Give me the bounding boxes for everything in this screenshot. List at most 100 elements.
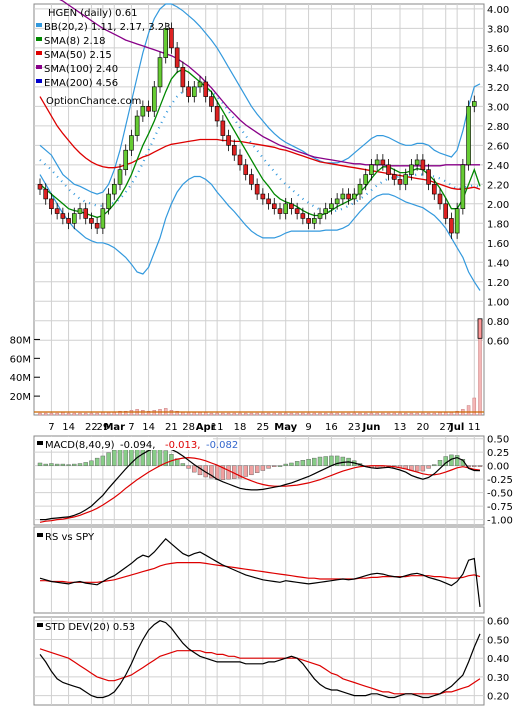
candle bbox=[209, 96, 214, 107]
date-label: 7 bbox=[128, 422, 134, 433]
candle bbox=[146, 106, 151, 112]
candle bbox=[346, 193, 351, 200]
volume-bar bbox=[278, 412, 282, 416]
volume-bar bbox=[118, 410, 122, 416]
macd-histogram-bar bbox=[340, 456, 346, 466]
volume-bar bbox=[221, 412, 225, 416]
price-tick-label: 2.00 bbox=[487, 200, 509, 211]
candle bbox=[134, 115, 140, 136]
date-label: 14 bbox=[142, 422, 155, 433]
macd-value: -0.094, bbox=[120, 440, 155, 451]
price-tick-label: 3.20 bbox=[487, 83, 509, 94]
macd-histogram-bar bbox=[477, 465, 483, 467]
volume-bar bbox=[249, 412, 254, 416]
candle bbox=[397, 179, 403, 185]
volume-bar bbox=[323, 412, 328, 416]
volume-bar bbox=[301, 412, 305, 416]
macd-histogram-bar bbox=[180, 463, 186, 466]
candle bbox=[249, 174, 254, 185]
volume-bar bbox=[478, 334, 482, 416]
volume-bar bbox=[152, 410, 157, 416]
price-tick-label: 1.20 bbox=[487, 278, 509, 289]
macd-line bbox=[40, 446, 481, 521]
macd-histogram-bar bbox=[323, 456, 328, 466]
volume-bar bbox=[472, 397, 477, 416]
candle bbox=[351, 193, 357, 200]
date-label: 11 bbox=[211, 422, 224, 433]
macd-histogram-bar bbox=[94, 457, 100, 466]
macd-histogram-bar bbox=[157, 447, 163, 466]
candle bbox=[386, 164, 391, 175]
volume-bar bbox=[169, 410, 174, 416]
volume-bar bbox=[341, 412, 345, 416]
candle bbox=[231, 145, 237, 156]
candle bbox=[311, 218, 317, 224]
candle bbox=[306, 218, 311, 224]
date-label: 28 bbox=[182, 422, 195, 433]
candle bbox=[409, 164, 414, 175]
volume-bar bbox=[352, 412, 357, 416]
volume-bar bbox=[283, 412, 288, 416]
candle bbox=[277, 208, 283, 214]
candle bbox=[329, 203, 334, 209]
date-label: 25 bbox=[256, 422, 269, 433]
date-label: 22 bbox=[85, 422, 98, 433]
bb-lower-line bbox=[39, 174, 481, 291]
volume-bar bbox=[72, 412, 77, 416]
volume-bar bbox=[318, 412, 322, 416]
volume-bar bbox=[226, 412, 231, 416]
sma100-line bbox=[59, 0, 480, 167]
candle bbox=[477, 318, 483, 339]
candle bbox=[89, 218, 94, 224]
candle bbox=[426, 169, 431, 185]
price-tick-label: 2.40 bbox=[487, 161, 509, 172]
date-label: 7 bbox=[48, 422, 54, 433]
macd-histogram-bar bbox=[163, 450, 168, 466]
price-tick-label: 1.00 bbox=[487, 297, 509, 308]
candle bbox=[111, 184, 117, 195]
macd-histogram-bar bbox=[54, 463, 60, 466]
macd-histogram-bar bbox=[106, 452, 111, 466]
macd-histogram-bar bbox=[437, 460, 443, 466]
macd-histogram-bar bbox=[83, 462, 88, 466]
macd-histogram-bar bbox=[426, 465, 431, 469]
volume-bar bbox=[146, 410, 151, 416]
macd-histogram-bar bbox=[317, 456, 323, 466]
volume-bar bbox=[369, 412, 374, 416]
std-tick-label: 0.60 bbox=[487, 617, 509, 628]
macd-tick-label: 0.25 bbox=[487, 448, 509, 459]
candle bbox=[363, 174, 369, 185]
date-label: 29 bbox=[96, 422, 109, 433]
watermark: OptionChance.com bbox=[46, 96, 141, 107]
macd-histogram-bar bbox=[77, 463, 83, 466]
macd-histogram-bar bbox=[254, 465, 260, 473]
macd-tick-label: -1.00 bbox=[487, 516, 513, 527]
legend-swatch bbox=[36, 37, 42, 41]
candle bbox=[380, 159, 386, 166]
candle bbox=[66, 218, 71, 224]
macd-histogram-bar bbox=[312, 457, 317, 466]
candle bbox=[180, 67, 186, 88]
volume-bar bbox=[295, 412, 299, 416]
macd-histogram-bar bbox=[220, 465, 226, 480]
volume-bar bbox=[238, 412, 242, 416]
candle bbox=[294, 208, 300, 214]
date-label: 20 bbox=[416, 422, 429, 433]
macd-title: MACD(8,40,9) bbox=[45, 440, 115, 451]
volume-bar bbox=[66, 412, 71, 416]
volume-tick-label: 40M bbox=[10, 373, 31, 384]
volume-bar bbox=[78, 412, 82, 416]
macd-histogram-bar bbox=[66, 464, 71, 466]
candle bbox=[460, 164, 466, 209]
std-tick-label: 0.30 bbox=[487, 673, 509, 684]
volume-bar bbox=[409, 412, 414, 416]
candle bbox=[123, 149, 129, 170]
candle bbox=[77, 208, 83, 214]
date-label: 23 bbox=[348, 422, 361, 433]
macd-signal-value: -0.013, bbox=[165, 440, 200, 451]
candle bbox=[37, 184, 43, 190]
macd-histogram-bar bbox=[243, 465, 248, 477]
candle bbox=[106, 193, 111, 209]
volume-tick-label: 20M bbox=[10, 392, 31, 403]
price-title: HGEN (daily) 0.61 bbox=[48, 8, 137, 19]
